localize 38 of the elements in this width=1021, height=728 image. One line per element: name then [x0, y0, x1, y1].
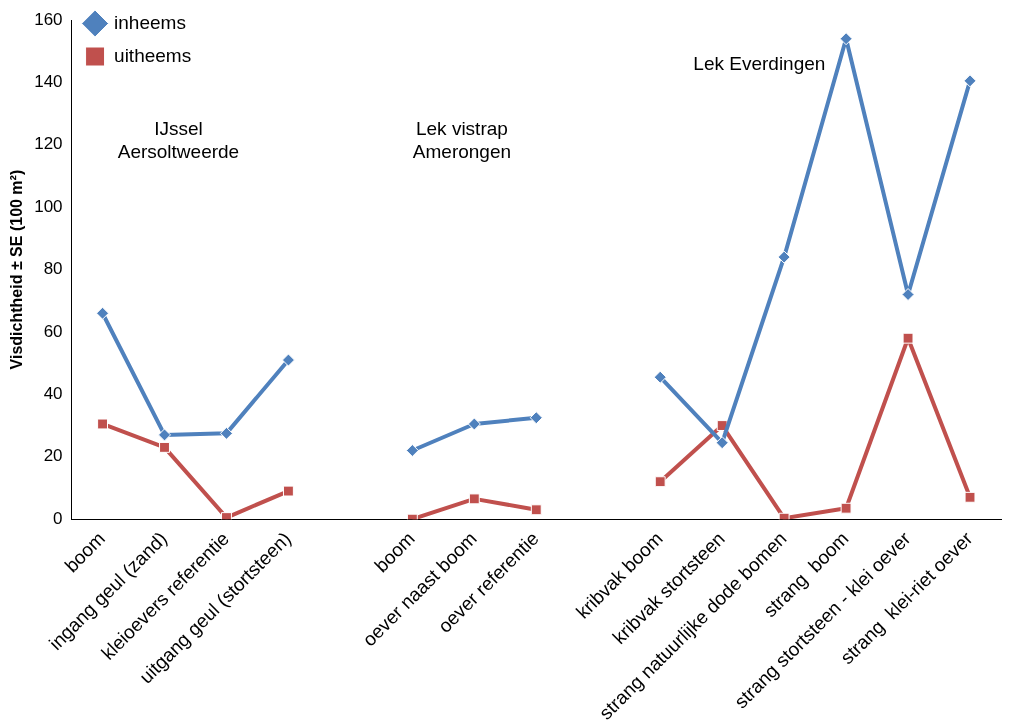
annotation: Lek vistrap Amerongen	[412, 117, 512, 162]
y-axis-title: Visdichtheid ± SE (100 m²)	[8, 169, 26, 370]
point	[468, 493, 480, 505]
point	[839, 32, 853, 46]
point	[777, 250, 791, 264]
y-tick-label: 60	[43, 321, 63, 341]
point	[715, 436, 729, 450]
point	[282, 485, 294, 497]
point	[902, 332, 914, 344]
legend-label: inheems	[114, 11, 186, 33]
point	[653, 370, 667, 384]
point	[901, 288, 915, 302]
point	[219, 426, 233, 440]
y-tick-label: 40	[43, 384, 63, 404]
point	[96, 306, 110, 320]
legend-label: uitheems	[114, 44, 192, 66]
point	[221, 512, 232, 520]
point	[963, 74, 977, 88]
annotation: Lek Everdingen	[693, 52, 826, 74]
y-tick-label: 120	[34, 134, 63, 154]
point	[281, 353, 295, 367]
point	[405, 444, 419, 457]
y-tick-label: 0	[53, 508, 63, 528]
point	[530, 504, 542, 516]
y-tick-label: 100	[34, 196, 63, 216]
point	[840, 502, 852, 514]
point	[964, 491, 976, 503]
point	[159, 441, 170, 453]
annotation: IJssel Aersoltweerde	[117, 117, 240, 162]
y-tick-label: 20	[43, 446, 63, 466]
point	[654, 476, 666, 488]
y-tick-label: 140	[34, 72, 63, 92]
point	[158, 428, 172, 442]
y-tick-label: 160	[34, 9, 63, 29]
point	[529, 411, 543, 425]
point	[97, 418, 108, 430]
y-tick-label: 80	[43, 259, 63, 279]
point	[467, 417, 481, 431]
